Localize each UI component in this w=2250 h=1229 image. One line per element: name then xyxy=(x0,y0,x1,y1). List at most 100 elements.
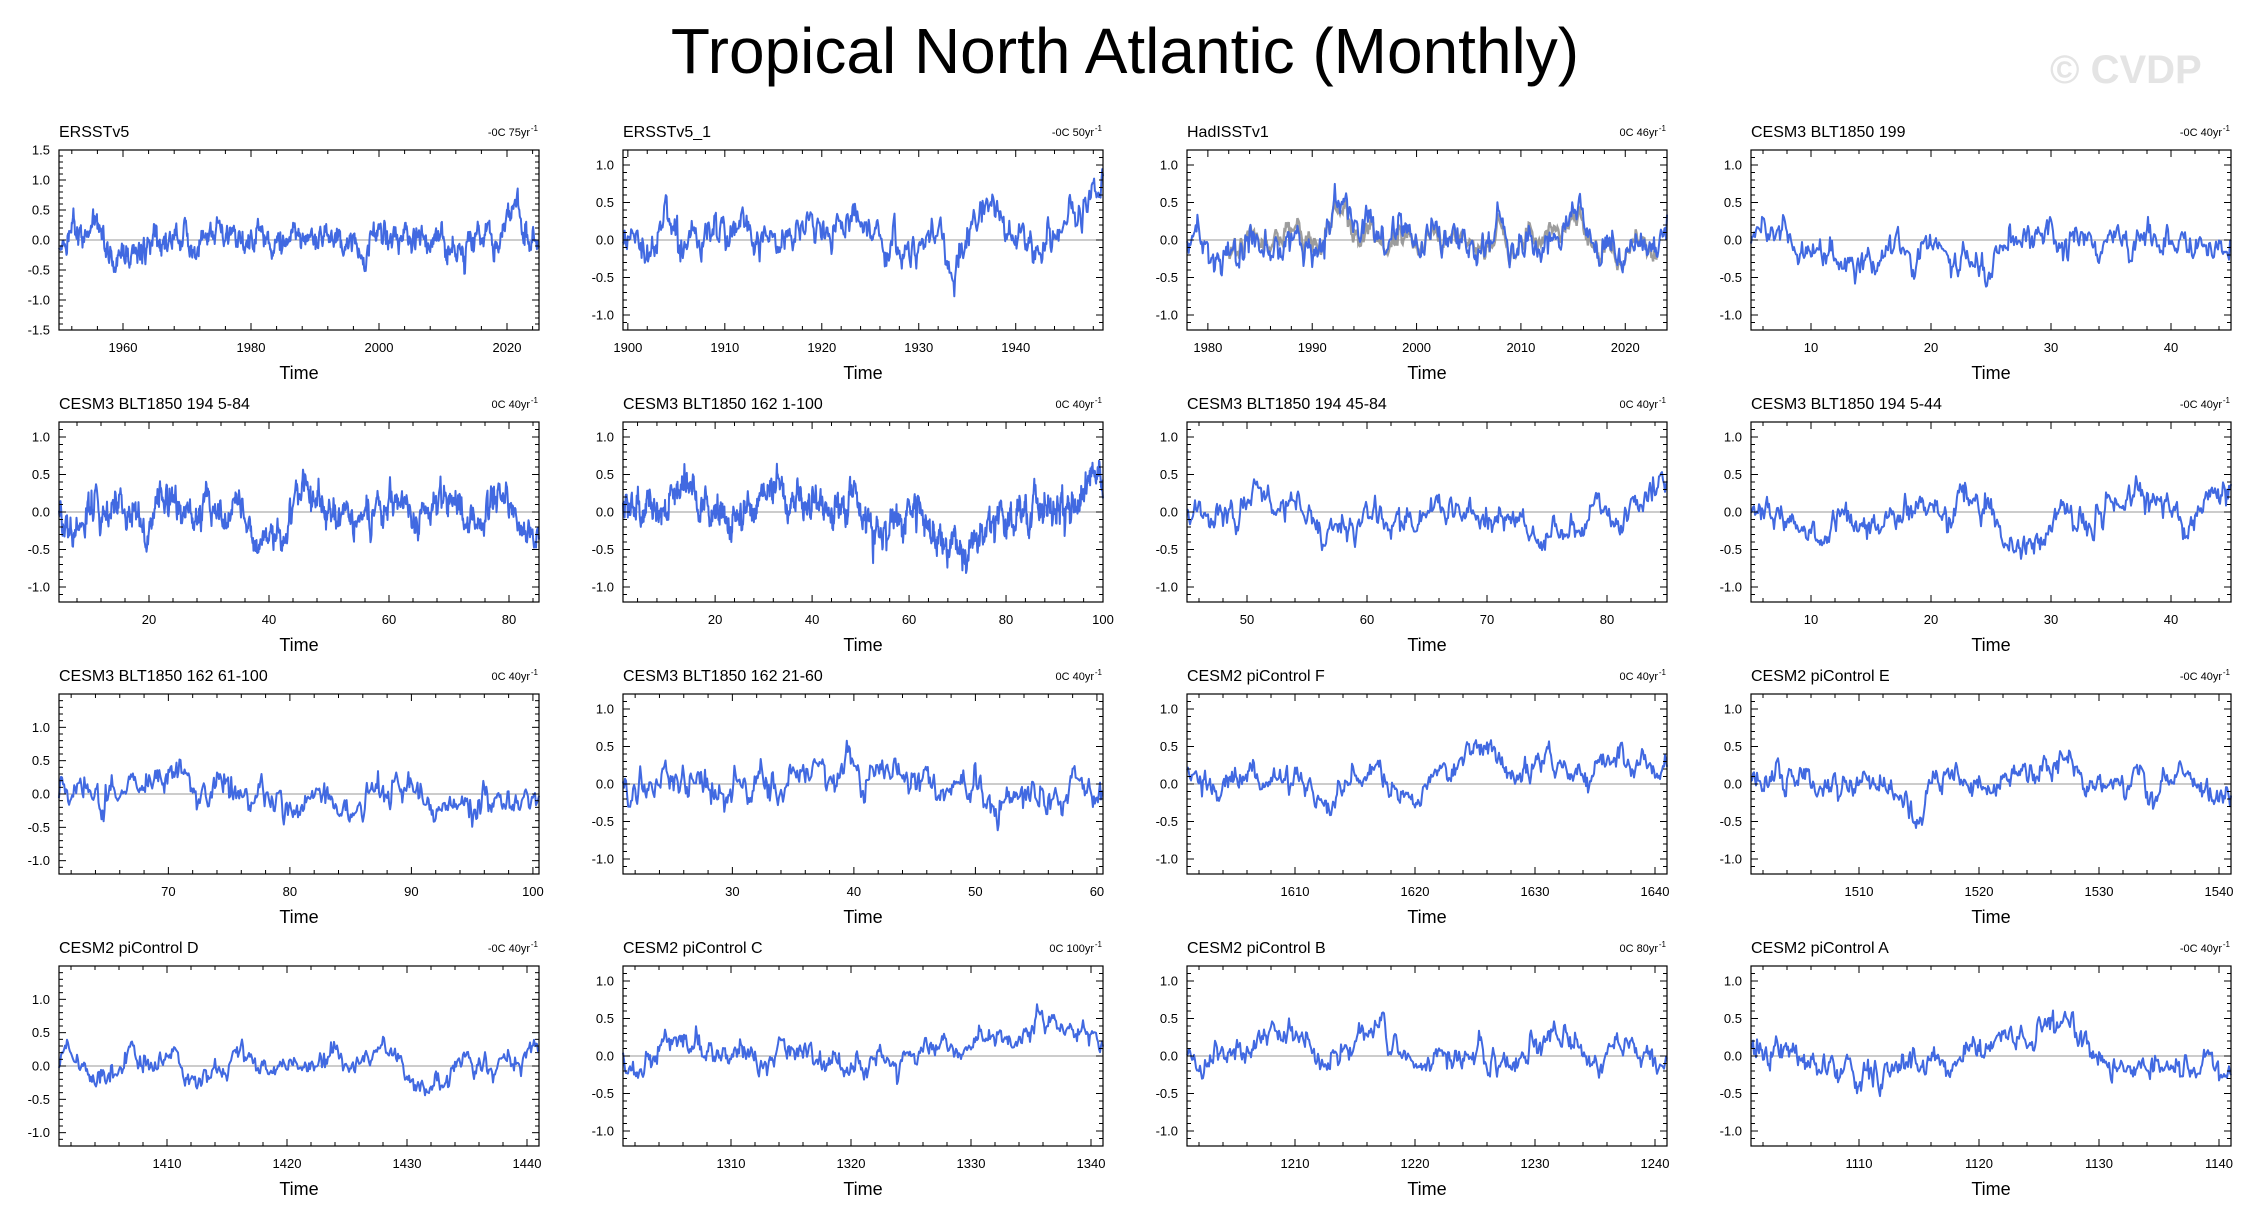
y-tick-label: 0.5 xyxy=(32,203,50,218)
x-tick-label: 40 xyxy=(2164,340,2178,355)
x-tick-label: 2010 xyxy=(1506,340,1535,355)
x-tick-label: 1980 xyxy=(237,340,266,355)
panel-title: CESM2 piControl C xyxy=(623,940,763,957)
x-tick-label: 1980 xyxy=(1193,340,1222,355)
panel-title: ERSSTv5 xyxy=(59,124,129,141)
x-tick-label: 40 xyxy=(805,612,819,627)
y-tick-label: -1.0 xyxy=(592,852,614,867)
trend-label-superscript: -1 xyxy=(1095,940,1103,949)
x-axis-label: Time xyxy=(1407,907,1446,927)
y-tick-label: 0.5 xyxy=(1724,739,1742,754)
y-tick-label: -0.5 xyxy=(592,1086,614,1101)
trend-label: -0C 50yr xyxy=(1052,127,1095,139)
y-tick-label: 0.0 xyxy=(32,787,50,802)
panel-cesm2-picontrol-b: CESM2 piControl B 0C 80yr -1 -1.0 -0.5 0.0 0.5… xyxy=(1156,940,1670,1199)
x-tick-label: 2020 xyxy=(493,340,522,355)
trend-label-superscript: -1 xyxy=(531,396,539,405)
y-tick-label: 0.0 xyxy=(596,505,614,520)
x-tick-label: 80 xyxy=(502,612,516,627)
x-tick-label: 60 xyxy=(382,612,396,627)
panel-title: CESM3 BLT1850 162 1-100 xyxy=(623,396,823,413)
x-tick-label: 10 xyxy=(1804,340,1818,355)
x-tick-label: 1610 xyxy=(1281,884,1310,899)
y-tick-label: -0.5 xyxy=(28,263,50,278)
y-tick-label: -0.5 xyxy=(1720,814,1742,829)
panel-title: CESM3 BLT1850 194 5-44 xyxy=(1751,396,1942,413)
y-tick-label: -0.5 xyxy=(1156,814,1178,829)
x-axis-label: Time xyxy=(279,635,318,655)
y-tick-label: 0.0 xyxy=(32,505,50,520)
trend-label: -0C 40yr xyxy=(2180,399,2223,411)
x-tick-label: 40 xyxy=(2164,612,2178,627)
plot-frame xyxy=(58,693,540,875)
y-tick-label: 1.0 xyxy=(1724,702,1742,717)
panel-title: CESM3 BLT1850 162 21-60 xyxy=(623,668,823,685)
y-tick-label: 0.0 xyxy=(596,233,614,248)
x-axis-label: Time xyxy=(843,1179,882,1199)
panel-title: CESM2 piControl D xyxy=(59,940,199,957)
y-tick-label: -0.5 xyxy=(1720,1086,1742,1101)
y-tick-label: 0.5 xyxy=(32,1025,50,1040)
x-axis-label: Time xyxy=(1407,363,1446,383)
y-tick-label: 1.0 xyxy=(32,173,50,188)
y-tick-label: -0.5 xyxy=(1156,270,1178,285)
x-tick-label: 1310 xyxy=(717,1156,746,1171)
y-tick-label: 1.5 xyxy=(32,143,50,158)
x-tick-label: 1230 xyxy=(1521,1156,1550,1171)
y-tick-label: 0.5 xyxy=(596,739,614,754)
y-tick-label: -0.5 xyxy=(592,814,614,829)
x-tick-label: 1120 xyxy=(1965,1156,1993,1171)
y-tick-label: -0.5 xyxy=(1156,542,1178,557)
trend-label: 0C 80yr xyxy=(1619,943,1658,955)
trend-label: 0C 40yr xyxy=(491,399,530,411)
x-tick-label: 80 xyxy=(283,884,297,899)
panel-title: HadISSTv1 xyxy=(1187,124,1269,141)
plot-frame xyxy=(58,965,540,1147)
x-tick-label: 1320 xyxy=(837,1156,866,1171)
y-tick-label: 0.5 xyxy=(32,753,50,768)
trend-label-superscript: -1 xyxy=(2223,668,2231,677)
y-tick-label: 0.0 xyxy=(1724,777,1742,792)
x-tick-label: 20 xyxy=(1924,340,1938,355)
x-axis-label: Time xyxy=(279,1179,318,1199)
y-tick-label: 0.5 xyxy=(32,467,50,482)
panel-title: CESM3 BLT1850 194 5-84 xyxy=(59,396,250,413)
x-tick-label: 80 xyxy=(1600,612,1614,627)
x-tick-label: 1440 xyxy=(513,1156,542,1171)
y-tick-label: 1.0 xyxy=(1160,974,1178,989)
panel-title: ERSSTv5_1 xyxy=(623,124,711,141)
x-tick-label: 1910 xyxy=(710,340,739,355)
x-tick-label: 1620 xyxy=(1401,884,1430,899)
x-tick-label: 80 xyxy=(999,612,1013,627)
x-axis-label: Time xyxy=(1971,1179,2010,1199)
y-tick-label: -1.0 xyxy=(592,1124,614,1139)
y-tick-label: -1.0 xyxy=(28,853,50,868)
panel-cesm3-blt1850-162-1-100: CESM3 BLT1850 162 1-100 0C 40yr -1 -1.0 -0.5… xyxy=(592,396,1114,655)
x-tick-label: 1330 xyxy=(957,1156,986,1171)
x-tick-label: 1930 xyxy=(904,340,933,355)
y-tick-label: 1.0 xyxy=(596,430,614,445)
y-tick-label: 0.0 xyxy=(596,777,614,792)
y-tick-label: 0.5 xyxy=(596,195,614,210)
x-tick-label: 90 xyxy=(404,884,418,899)
x-tick-label: 2000 xyxy=(365,340,394,355)
y-tick-label: 0.5 xyxy=(1724,467,1742,482)
x-tick-label: 1900 xyxy=(613,340,642,355)
x-tick-label: 2020 xyxy=(1611,340,1640,355)
x-axis-label: Time xyxy=(279,363,318,383)
y-tick-label: -0.5 xyxy=(28,1092,50,1107)
series-line xyxy=(58,1035,540,1097)
y-tick-label: 1.0 xyxy=(596,158,614,173)
panel-title: CESM2 piControl B xyxy=(1187,940,1326,957)
trend-label: -0C 40yr xyxy=(488,943,531,955)
x-tick-label: 60 xyxy=(1090,884,1104,899)
x-tick-label: 1130 xyxy=(2085,1156,2113,1171)
y-tick-label: -1.0 xyxy=(28,293,50,308)
x-tick-label: 1410 xyxy=(153,1156,182,1171)
panel-cesm2-picontrol-d: CESM2 piControl D -0C 40yr -1 -1.0 -0.5 0.0 0.… xyxy=(28,940,542,1199)
panel-title: CESM2 piControl F xyxy=(1187,668,1325,685)
y-tick-label: 0.0 xyxy=(596,1049,614,1064)
y-tick-label: 0.0 xyxy=(1724,1049,1742,1064)
x-tick-label: 10 xyxy=(1804,612,1818,627)
y-tick-label: -1.0 xyxy=(1720,580,1742,595)
